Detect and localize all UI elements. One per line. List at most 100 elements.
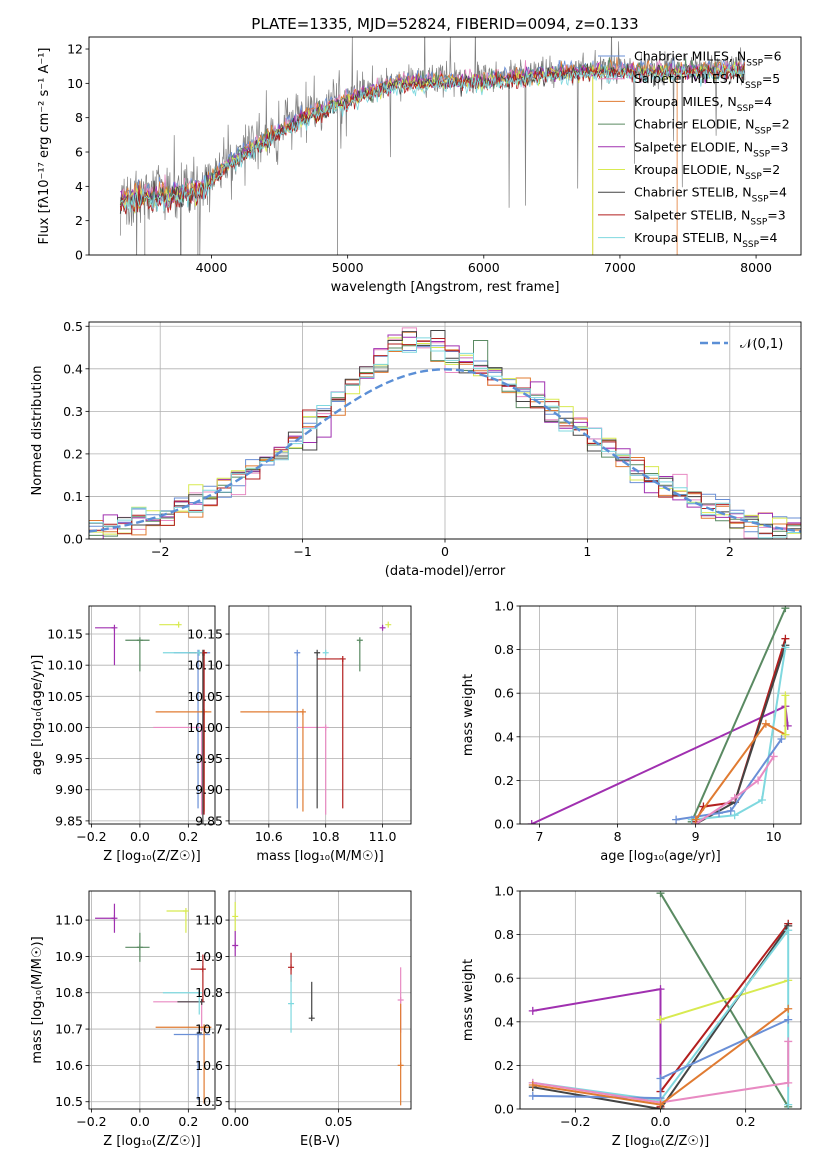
legend-label-kroupa-miles: Kroupa MILES, NSSP=4 bbox=[634, 94, 772, 114]
x-tick-label: 2 bbox=[726, 544, 734, 559]
x-tick-label: 8 bbox=[614, 829, 622, 844]
plot-area bbox=[95, 621, 212, 824]
point-marker-chabrier-elodie bbox=[136, 637, 143, 644]
legend-label-salpeter-miles: Salpeter MILES, NSSP=5 bbox=[634, 71, 780, 91]
x-tick-label: 0.2 bbox=[178, 829, 198, 844]
y-tick-label: 9.95 bbox=[55, 751, 83, 766]
series-marker-kroupa-miles bbox=[528, 1081, 537, 1090]
point-marker-chabrier-stelib bbox=[314, 649, 321, 656]
y-tick-label: 10.6 bbox=[195, 1058, 223, 1073]
x-tick-label: 9 bbox=[692, 829, 700, 844]
legend-nssp: =4 bbox=[769, 185, 787, 200]
point-marker-salpeter-miles bbox=[397, 997, 404, 1003]
point-marker-kroupa-miles bbox=[299, 708, 306, 715]
legend-nssp: =4 bbox=[754, 94, 772, 109]
point-marker-salpeter-elodie bbox=[111, 915, 118, 922]
legend-nssp: =3 bbox=[767, 207, 785, 222]
y-tick-label: 10.5 bbox=[195, 1094, 223, 1109]
plot-area bbox=[240, 621, 392, 815]
point-marker-salpeter-stelib bbox=[339, 655, 346, 662]
plot-area bbox=[119, 37, 746, 255]
x-tick-label: 0.2 bbox=[736, 1114, 756, 1129]
grid bbox=[520, 605, 801, 825]
point-marker-salpeter-stelib bbox=[288, 964, 295, 971]
y-tick-label: 10.15 bbox=[47, 627, 83, 642]
y-tick-label: 0.2 bbox=[63, 446, 83, 461]
panel-massweight-vs-age: 7 8 9 10 0.0 0.2 0.4 0.6 0.8 1.0 age [log₁₀(age/yr… bbox=[461, 599, 802, 864]
legend-label-chabrier-elodie: Chabrier ELODIE, NSSP=2 bbox=[634, 117, 790, 137]
x-axis-label: mass [log₁₀(M/M☉)] bbox=[256, 849, 383, 864]
axes-frame bbox=[88, 36, 802, 256]
x-axis-label: age [log₁₀(age/yr)] bbox=[600, 849, 721, 864]
grid bbox=[89, 891, 215, 1109]
legend-nssp: =4 bbox=[759, 230, 777, 245]
y-tick-label: 10.10 bbox=[47, 658, 83, 673]
x-tick-label: −0.2 bbox=[76, 1114, 106, 1129]
panel-spectrum: 4000 5000 6000 7000 8000 0 2 4 6 8 10 12 wavelength … bbox=[37, 36, 802, 295]
legend-subscript: SSP bbox=[753, 149, 770, 159]
legend-nssp: =5 bbox=[762, 71, 780, 86]
panel-mass-vs-ebv: 0.00 0.05 10.5 10.6 10.7 10.8 10.9 11.0 E(B-V) bbox=[195, 890, 412, 1149]
legend-label-kroupa-stelib: Kroupa STELIB, NSSP=4 bbox=[634, 230, 778, 250]
series-marker-chabrier-elodie bbox=[781, 606, 790, 613]
normal-reference-curve bbox=[89, 368, 801, 533]
point-marker-chabrier-elodie bbox=[356, 637, 363, 644]
y-tick-label: 10.05 bbox=[187, 689, 223, 704]
series-marker-kroupa-stelib bbox=[781, 643, 790, 652]
legend-subscript: SSP bbox=[745, 172, 762, 182]
y-tick-label: 0.3 bbox=[63, 404, 83, 419]
panel-massweight-vs-Z: −0.2 0.0 0.2 0.0 0.2 0.4 0.6 0.8 1.0 Z [log₁₀(Z/Z… bbox=[461, 884, 802, 1149]
x-tick-label: 8000 bbox=[740, 260, 772, 275]
y-tick-label: 9.90 bbox=[195, 782, 223, 797]
x-tick-label: 0.05 bbox=[325, 1114, 353, 1129]
x-axis-label: Z [log₁₀(Z/Z☉)] bbox=[612, 1134, 709, 1149]
y-tick-label: 0 bbox=[75, 248, 83, 263]
x-axis-label: Z [log₁₀(Z/Z☉)] bbox=[103, 1134, 200, 1149]
panel-age-vs-mass: 10.6 10.8 11.0 9.85 9.90 9.95 10.00 10.05 10.10 1… bbox=[187, 605, 412, 864]
x-axis-label: Z [log₁₀(Z/Z☉)] bbox=[103, 849, 200, 864]
legend-subscript: SSP bbox=[746, 59, 763, 69]
axes-frame bbox=[519, 605, 802, 825]
series-marker-kroupa-miles bbox=[761, 719, 770, 728]
series-marker-chabrier-miles bbox=[672, 815, 681, 824]
point-marker-chabrier-stelib bbox=[308, 1015, 315, 1022]
y-tick-label: 8 bbox=[75, 110, 83, 125]
series-marker-kroupa-miles bbox=[656, 1100, 665, 1109]
y-tick-label: 9.85 bbox=[55, 813, 83, 828]
series-marker-salpeter-miles bbox=[730, 793, 739, 802]
legend-subscript: SSP bbox=[745, 81, 762, 91]
residual-legend: 𝒩(0,1) bbox=[700, 337, 783, 352]
y-tick-label: 0.6 bbox=[494, 686, 514, 701]
plot-area bbox=[528, 891, 793, 1109]
series-marker-salpeter-elodie bbox=[527, 820, 536, 824]
axes-frame bbox=[228, 890, 412, 1110]
y-tick-label: 0.0 bbox=[494, 1102, 514, 1117]
y-axis-label: mass weight bbox=[461, 674, 476, 756]
axes-frame bbox=[228, 605, 412, 825]
y-tick-label: 10.9 bbox=[195, 949, 223, 964]
y-tick-label: 4 bbox=[75, 179, 83, 194]
axes-frame bbox=[88, 605, 216, 825]
y-tick-label: 9.95 bbox=[195, 751, 223, 766]
point-marker-kroupa-stelib bbox=[196, 649, 203, 656]
legend-nssp: =3 bbox=[770, 139, 788, 154]
y-tick-label: 10.00 bbox=[47, 720, 83, 735]
point-marker-kroupa-elodie bbox=[232, 913, 239, 920]
x-tick-label: −0.2 bbox=[76, 829, 106, 844]
legend-label-salpeter-elodie: Salpeter ELODIE, NSSP=3 bbox=[634, 139, 788, 159]
x-tick-label: 0.0 bbox=[130, 829, 150, 844]
panel-mass-vs-Z: −0.2 0.0 0.2 10.5 10.6 10.7 10.8 10.9 11.0 Z [log… bbox=[30, 890, 216, 1149]
y-tick-label: 10.7 bbox=[55, 1022, 83, 1037]
y-tick-label: 10.05 bbox=[47, 689, 83, 704]
x-tick-label: 1 bbox=[583, 544, 591, 559]
x-axis-label: (data-model)/error bbox=[385, 564, 506, 579]
point-marker-kroupa-elodie bbox=[385, 621, 392, 628]
legend-subscript: SSP bbox=[750, 217, 767, 227]
legend-label-salpeter-stelib: Salpeter STELIB, NSSP=3 bbox=[634, 207, 786, 227]
x-tick-label: 0.2 bbox=[178, 1114, 198, 1129]
x-tick-label: 4000 bbox=[196, 260, 228, 275]
series-marker-chabrier-miles bbox=[528, 1091, 537, 1100]
y-tick-label: 0.1 bbox=[63, 489, 83, 504]
legend-nssp: =2 bbox=[762, 162, 780, 177]
